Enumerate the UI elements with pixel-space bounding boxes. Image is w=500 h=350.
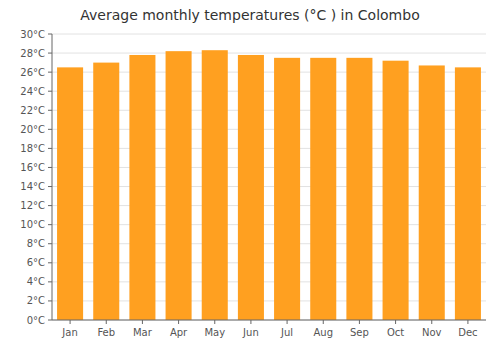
y-axis: 0°C 2°C 4°C 6°C 8°C 10°C 12°C 14°C 16°C 18°C 20°C 2… (20, 29, 52, 326)
title: Average monthly temperatures (°C ) in Co… (80, 7, 419, 23)
x-tick (431, 320, 432, 324)
x-tick-label: Jul (280, 327, 293, 338)
y-tick (48, 110, 52, 111)
x-axis: Jan Feb Mar Apr May Jun Jul Aug Sep Oct Nov Dec (52, 320, 486, 338)
x-tick (214, 320, 215, 324)
y-tick-label: 20°C (20, 124, 45, 135)
y-tick (48, 129, 52, 130)
y-tick (48, 205, 52, 206)
y-tick (48, 148, 52, 149)
y-tick (48, 300, 52, 301)
bar (238, 55, 264, 320)
bars (57, 50, 481, 320)
x-tick (467, 320, 468, 324)
x-tick (106, 320, 107, 324)
bar (274, 58, 300, 320)
bar (346, 58, 372, 320)
chart-svg: Average monthly temperatures (°C ) in Co… (0, 0, 500, 350)
y-tick-label: 16°C (20, 162, 45, 173)
bar (129, 55, 155, 320)
x-tick (359, 320, 360, 324)
x-tick-label: Jan (61, 327, 77, 338)
background (0, 0, 500, 350)
page: {"chart_data": {"type": "bar", "title": … (0, 0, 500, 350)
bar (93, 63, 119, 320)
grid (52, 34, 486, 320)
y-tick-label: 14°C (20, 181, 45, 192)
y-tick-label: 0°C (27, 315, 45, 326)
y-tick-label: 2°C (27, 295, 45, 306)
x-tick-label: Mar (133, 327, 153, 338)
x-tick (142, 320, 143, 324)
x-tick-label: Dec (458, 327, 477, 338)
y-tick-label: 30°C (20, 29, 45, 40)
y-tick-label: 6°C (27, 257, 45, 268)
grid-line (52, 34, 486, 35)
x-tick (178, 320, 179, 324)
bar (455, 67, 481, 320)
x-tick-label: May (204, 327, 225, 338)
x-axis-line (52, 320, 486, 321)
x-tick (287, 320, 288, 324)
y-tick-label: 4°C (27, 276, 45, 287)
x-tick (323, 320, 324, 324)
y-tick (48, 320, 52, 321)
grid-line (52, 53, 486, 54)
y-tick-label: 26°C (20, 67, 45, 78)
bar (419, 65, 445, 320)
chart-container: Average monthly temperatures (°C ) in Co… (0, 0, 500, 350)
y-tick-label: 12°C (20, 200, 45, 211)
grid-line (52, 320, 486, 321)
x-tick-label: Aug (313, 327, 333, 338)
x-tick (70, 320, 71, 324)
y-tick (48, 262, 52, 263)
y-tick (48, 186, 52, 187)
y-tick (48, 72, 52, 73)
y-tick (48, 91, 52, 92)
x-tick-label: Oct (387, 327, 404, 338)
y-tick (48, 243, 52, 244)
x-tick-label: Jun (242, 327, 259, 338)
y-tick (48, 224, 52, 225)
x-tick-label: Nov (422, 327, 442, 338)
y-tick-label: 10°C (20, 219, 45, 230)
y-tick-label: 22°C (20, 105, 45, 116)
x-tick-label: Feb (97, 327, 115, 338)
x-tick-label: Apr (170, 327, 188, 338)
y-tick-label: 24°C (20, 86, 45, 97)
y-tick (48, 53, 52, 54)
y-tick (48, 167, 52, 168)
bar (383, 61, 409, 320)
y-axis-line (52, 34, 53, 320)
x-tick-label: Sep (350, 327, 369, 338)
y-tick-label: 8°C (27, 238, 45, 249)
y-tick-label: 18°C (20, 143, 45, 154)
bar (202, 50, 228, 320)
x-tick (250, 320, 251, 324)
x-tick (395, 320, 396, 324)
bar (310, 58, 336, 320)
bar (57, 67, 83, 320)
bar (166, 51, 192, 320)
y-tick (48, 34, 52, 35)
y-tick-label: 28°C (20, 48, 45, 59)
y-tick (48, 281, 52, 282)
